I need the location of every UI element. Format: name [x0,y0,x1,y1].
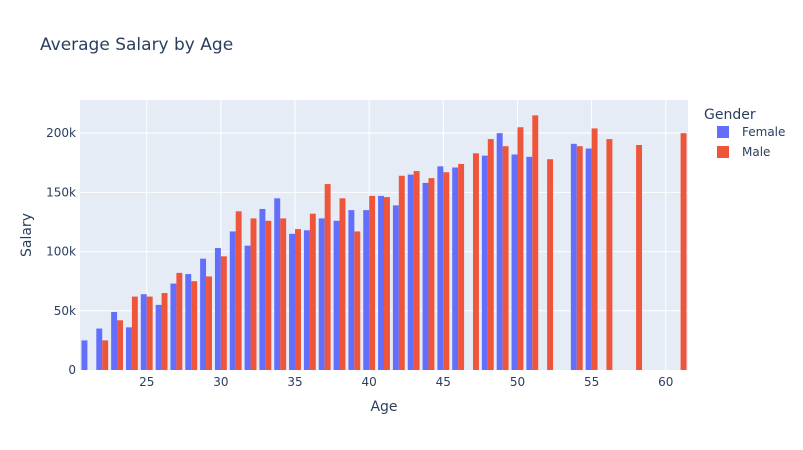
bar-male-age-58[interactable] [636,145,643,370]
bar-male-age-43[interactable] [413,171,420,370]
bar-male-age-52[interactable] [547,159,554,370]
bar-male-age-40[interactable] [369,195,376,370]
bar-male-age-41[interactable] [384,197,390,370]
bar-male-age-24[interactable] [131,296,138,370]
bar-male-age-51[interactable] [532,115,539,370]
legend-label: Female [742,125,785,139]
bar-female-age-28[interactable] [185,274,192,370]
x-tick-label: 45 [436,375,451,389]
bar-female-age-23[interactable] [111,311,118,370]
bar-female-age-51[interactable] [526,156,533,370]
x-axis-title: Age [370,399,397,415]
y-tick-label: 100k [46,245,76,259]
legend-title: Gender [704,107,756,123]
bar-male-age-55[interactable] [591,128,598,370]
x-tick-label: 50 [510,375,525,389]
bar-male-age-22[interactable] [102,340,109,370]
legend-label: Male [742,145,770,159]
bar-female-age-45[interactable] [437,166,444,370]
bar-male-age-28[interactable] [191,281,198,370]
bar-male-age-35[interactable] [295,229,301,370]
bar-female-age-40[interactable] [363,210,370,370]
bar-male-age-38[interactable] [339,198,346,370]
bar-female-age-22[interactable] [96,328,103,370]
bar-male-age-26[interactable] [161,293,168,370]
bar-female-age-33[interactable] [259,208,266,370]
legend-item-female[interactable]: Female [717,125,785,139]
bar-male-age-48[interactable] [487,139,494,370]
bar-female-age-50[interactable] [511,154,518,370]
bar-female-age-21[interactable] [81,340,88,370]
bar-female-age-25[interactable] [140,294,147,370]
bar-male-age-36[interactable] [309,213,316,370]
bar-female-age-48[interactable] [481,155,488,370]
bar-female-age-32[interactable] [244,245,251,370]
bar-male-age-30[interactable] [220,256,227,370]
bar-female-age-34[interactable] [274,198,281,370]
bar-male-age-27[interactable] [176,272,183,370]
bars [81,115,687,371]
bar-male-age-45[interactable] [443,172,450,370]
bar-male-age-61[interactable] [680,133,687,370]
legend: Gender Female Male [704,107,785,159]
bar-male-age-56[interactable] [606,139,613,370]
bar-female-age-42[interactable] [392,205,399,370]
x-tick-label: 40 [362,375,377,389]
bar-male-age-32[interactable] [250,218,257,370]
bar-male-age-31[interactable] [235,211,242,370]
bar-male-age-46[interactable] [458,163,465,370]
bar-male-age-25[interactable] [146,296,153,370]
bar-female-age-55[interactable] [585,148,592,370]
bar-female-age-38[interactable] [333,220,340,370]
bar-female-age-43[interactable] [407,174,414,370]
legend-swatch [717,146,729,158]
x-tick-label: 30 [213,375,228,389]
legend-items: Female Male [717,125,785,159]
bar-female-age-49[interactable] [496,133,503,370]
chart-title: Average Salary by Age [40,35,233,55]
bar-female-age-39[interactable] [348,210,355,370]
bar-female-age-30[interactable] [214,248,221,370]
bar-female-age-37[interactable] [318,218,325,370]
bar-female-age-31[interactable] [229,231,236,370]
bar-male-age-54[interactable] [576,146,583,370]
legend-item-male[interactable]: Male [717,145,770,159]
bar-male-age-39[interactable] [354,231,361,370]
y-tick-label: 0 [68,363,76,377]
bar-male-age-29[interactable] [206,276,212,370]
bar-female-age-46[interactable] [452,167,459,371]
y-tick-label: 200k [46,126,76,140]
axis-ticks: 25 30 35 40 45 50 55 60 0 50k 100k 150k 200k [46,126,673,389]
bar-male-age-49[interactable] [502,146,509,370]
y-tick-label: 150k [46,185,76,199]
bar-male-age-50[interactable] [517,127,524,371]
legend-swatch [717,126,729,138]
bar-female-age-44[interactable] [422,182,429,370]
bar-male-age-33[interactable] [265,220,272,370]
bar-male-age-42[interactable] [398,175,405,370]
x-tick-label: 35 [287,375,302,389]
bar-male-age-34[interactable] [280,218,287,370]
x-tick-label: 25 [139,375,154,389]
bar-female-age-41[interactable] [378,195,384,370]
bar-female-age-26[interactable] [155,304,162,370]
x-tick-label: 55 [584,375,599,389]
bar-male-age-47[interactable] [472,153,479,370]
y-axis-title: Salary [19,213,35,257]
bar-female-age-29[interactable] [200,258,207,370]
bar-male-age-44[interactable] [428,178,435,370]
bar-female-age-35[interactable] [289,233,296,370]
bar-male-age-23[interactable] [117,320,123,370]
bar-female-age-24[interactable] [125,327,132,370]
bar-female-age-27[interactable] [170,283,177,370]
bar-male-age-37[interactable] [324,184,331,370]
x-tick-label: 60 [658,375,673,389]
bar-female-age-54[interactable] [570,143,577,370]
y-tick-label: 50k [54,304,76,318]
bar-female-age-36[interactable] [303,230,310,370]
